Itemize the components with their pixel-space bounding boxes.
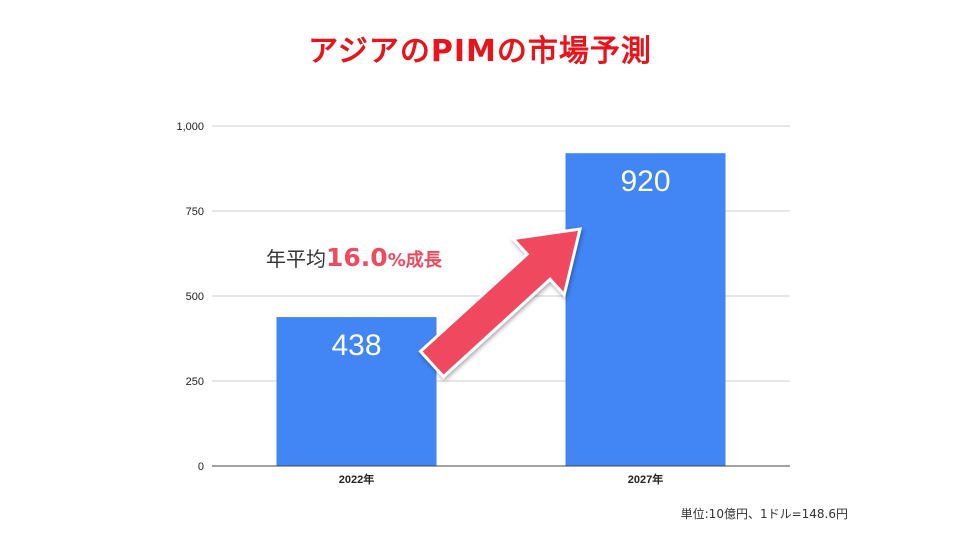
bar — [565, 153, 726, 466]
y-tick-label: 0 — [198, 461, 204, 473]
bar — [276, 317, 437, 466]
bar-value-label: 920 — [620, 165, 670, 198]
y-tick-label: 250 — [186, 376, 204, 388]
growth-rate-value: 16.0 — [326, 243, 388, 272]
y-axis-ticks: 0 250 500 750 1,000 — [176, 121, 204, 473]
y-tick-label: 1,000 — [176, 121, 204, 133]
growth-annotation: 年平均16.0%成長 — [266, 243, 443, 272]
chart-title: アジアのPIMの市場予測 — [308, 34, 652, 69]
growth-suffix: %成長 — [388, 249, 443, 271]
bars: 438 920 — [276, 153, 726, 466]
growth-prefix: 年平均 — [266, 247, 326, 271]
bar-value-label: 438 — [331, 329, 381, 362]
x-axis-categories: 2022年 2027年 — [339, 472, 663, 486]
x-category-label: 2027年 — [628, 472, 663, 486]
growth-arrow-icon — [418, 227, 582, 379]
y-tick-label: 750 — [186, 206, 204, 218]
unit-footnote: 単位:10億円、1ドル=148.6円 — [680, 507, 848, 521]
x-category-label: 2022年 — [339, 472, 374, 486]
y-tick-label: 500 — [186, 291, 204, 303]
